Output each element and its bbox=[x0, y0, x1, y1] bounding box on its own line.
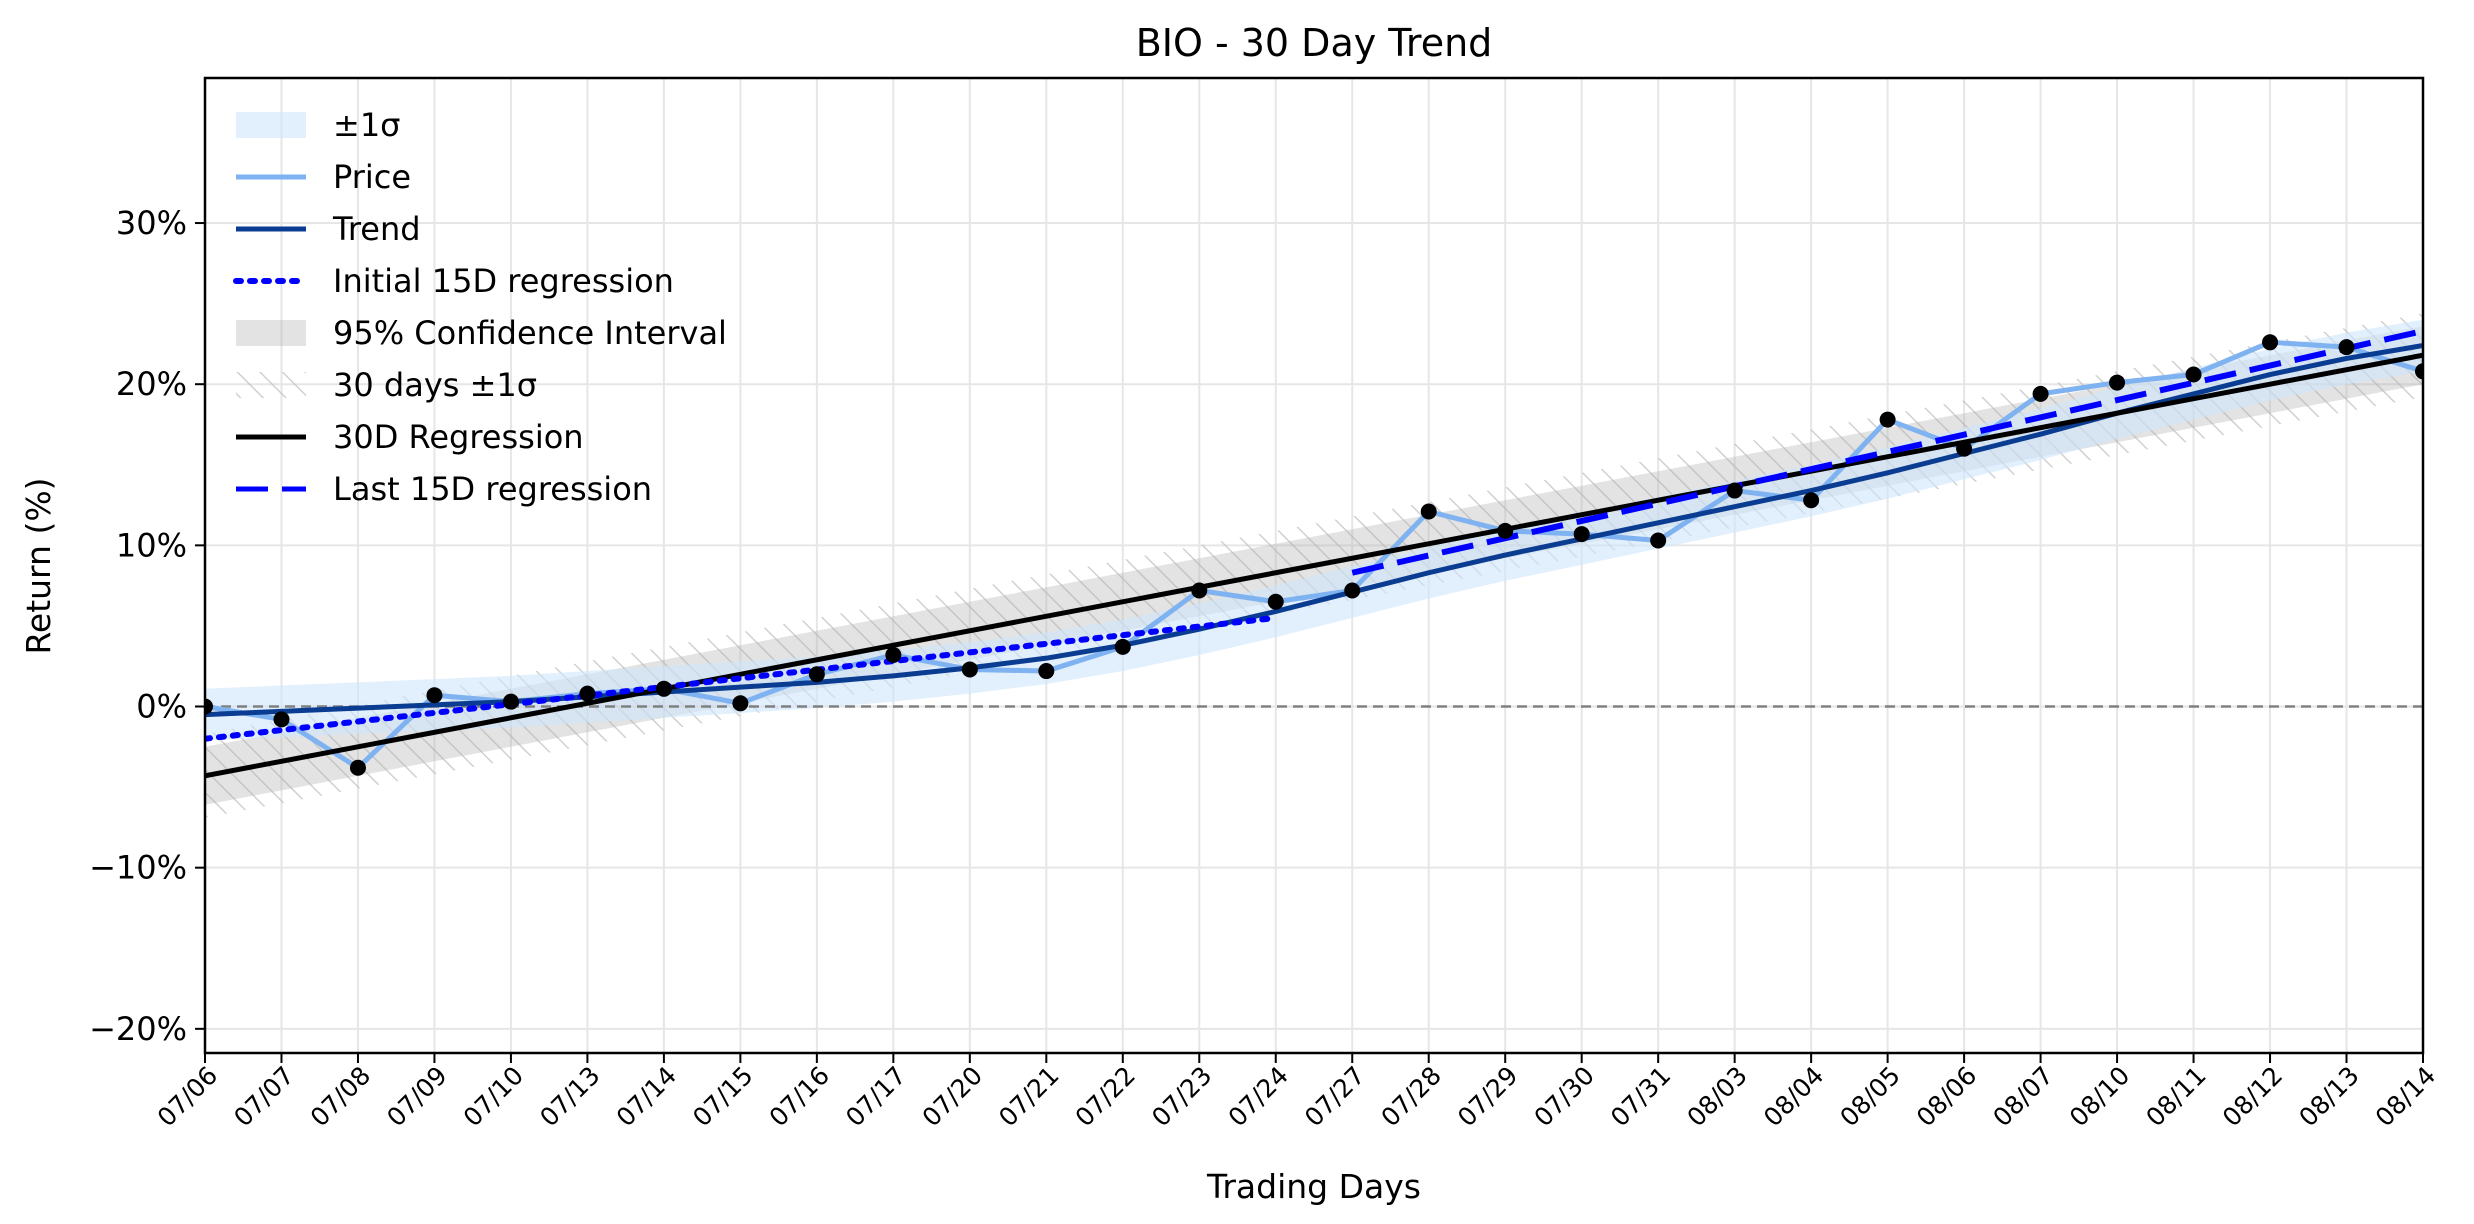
price-point bbox=[2338, 339, 2355, 356]
price-point bbox=[885, 646, 902, 663]
price-point bbox=[1420, 503, 1437, 520]
price-point bbox=[1267, 593, 1284, 610]
x-tick-label: 07/07 bbox=[228, 1061, 299, 1132]
price-point bbox=[1573, 526, 1590, 543]
x-tick-label: 07/14 bbox=[611, 1061, 682, 1132]
x-tick-label: 07/06 bbox=[152, 1061, 223, 1132]
x-tick-label: 08/05 bbox=[1834, 1061, 1905, 1132]
x-tick-label: 07/24 bbox=[1223, 1061, 1294, 1132]
chart-title: BIO - 30 Day Trend bbox=[1136, 21, 1493, 65]
price-point bbox=[732, 695, 749, 712]
legend-label: Trend bbox=[332, 210, 421, 248]
price-points bbox=[205, 334, 2423, 776]
price-point bbox=[1879, 411, 1896, 428]
price-point bbox=[1497, 522, 1514, 539]
legend-label: 30D Regression bbox=[333, 418, 584, 456]
price-point bbox=[2185, 366, 2202, 383]
legend-label: Price bbox=[333, 158, 411, 196]
line-initial-15d-regression bbox=[205, 614, 1279, 742]
price-point bbox=[1726, 482, 1743, 499]
price-point bbox=[2109, 374, 2126, 391]
band bbox=[205, 319, 2423, 741]
x-tick-label: 07/09 bbox=[381, 1061, 452, 1132]
x-axis-label: Trading Days bbox=[1206, 1167, 1421, 1206]
y-axis: −20% −10% 0% 10% 20% 30% bbox=[89, 204, 205, 1048]
x-tick-label: 07/27 bbox=[1299, 1061, 1370, 1132]
y-tick-label: −20% bbox=[89, 1010, 187, 1048]
y-tick-label: −10% bbox=[89, 849, 187, 887]
price-point bbox=[426, 687, 443, 704]
x-tick-label: 07/21 bbox=[993, 1061, 1064, 1132]
plot-frame bbox=[203, 76, 2425, 1055]
line-price bbox=[205, 339, 2423, 771]
price-point bbox=[1650, 532, 1667, 549]
x-tick-label: 07/22 bbox=[1070, 1061, 1141, 1132]
x-tick-label: 07/29 bbox=[1452, 1061, 1523, 1132]
legend-label: ±1σ bbox=[333, 106, 400, 144]
price-point bbox=[2032, 385, 2049, 402]
x-tick-label: 07/08 bbox=[305, 1061, 376, 1132]
x-tick-label: 08/06 bbox=[1911, 1061, 1982, 1132]
legend-swatch bbox=[236, 372, 306, 398]
price-point bbox=[2415, 363, 2423, 380]
legend: ±1σ Price Trend Initial 15D regression 95% C… bbox=[233, 106, 727, 508]
x-tick-label: 07/10 bbox=[458, 1061, 529, 1132]
legend-swatch bbox=[236, 112, 306, 138]
price-point bbox=[961, 661, 978, 678]
legend-label: Last 15D regression bbox=[333, 470, 652, 508]
x-tick-label: 08/07 bbox=[1987, 1061, 2058, 1132]
x-tick-label: 07/16 bbox=[764, 1061, 835, 1132]
x-tick-label: 07/15 bbox=[687, 1061, 758, 1132]
x-tick-label: 08/03 bbox=[1681, 1061, 1752, 1132]
legend-label: 30 days ±1σ bbox=[333, 366, 537, 404]
x-tick-label: 08/14 bbox=[2370, 1061, 2441, 1132]
x-tick-label: 08/10 bbox=[2064, 1061, 2135, 1132]
price-point bbox=[1803, 492, 1820, 509]
y-tick-label: 10% bbox=[116, 526, 187, 564]
price-point bbox=[655, 680, 672, 697]
x-tick-label: 07/23 bbox=[1146, 1061, 1217, 1132]
series-lines bbox=[205, 328, 2423, 779]
price-point bbox=[808, 666, 825, 683]
x-tick-label: 07/17 bbox=[840, 1061, 911, 1132]
price-point bbox=[1956, 440, 1973, 457]
x-tick-label: 07/13 bbox=[534, 1061, 605, 1132]
x-axis: 07/06 07/07 07/08 07/09 07/10 07/13 07/14 07/15… bbox=[152, 1053, 2441, 1132]
price-point bbox=[1114, 638, 1131, 655]
price-point bbox=[349, 759, 366, 776]
price-point bbox=[579, 685, 596, 702]
price-point bbox=[1191, 582, 1208, 599]
price-point bbox=[273, 711, 290, 728]
legend-label: Initial 15D regression bbox=[333, 262, 674, 300]
x-tick-label: 07/31 bbox=[1605, 1061, 1676, 1132]
x-tick-label: 07/20 bbox=[917, 1061, 988, 1132]
price-point bbox=[1038, 663, 1055, 680]
x-tick-label: 08/04 bbox=[1758, 1061, 1829, 1132]
x-tick-label: 08/11 bbox=[2140, 1061, 2211, 1132]
x-tick-label: 08/12 bbox=[2217, 1061, 2288, 1132]
line-trend bbox=[205, 343, 2423, 718]
line-30d-regression bbox=[205, 352, 2423, 779]
price-point bbox=[2262, 334, 2279, 351]
legend-label: 95% Confidence Interval bbox=[333, 314, 727, 352]
price-point bbox=[502, 693, 519, 710]
y-tick-label: 0% bbox=[136, 688, 187, 726]
y-tick-label: 20% bbox=[116, 365, 187, 403]
x-tick-label: 08/13 bbox=[2293, 1061, 2364, 1132]
price-point bbox=[205, 698, 213, 715]
y-axis-label: Return (%) bbox=[19, 477, 58, 654]
x-tick-label: 07/28 bbox=[1376, 1061, 1447, 1132]
legend-swatch bbox=[236, 320, 306, 346]
x-tick-label: 07/30 bbox=[1528, 1061, 1599, 1132]
price-point bbox=[1344, 582, 1361, 599]
y-tick-label: 30% bbox=[116, 204, 187, 242]
